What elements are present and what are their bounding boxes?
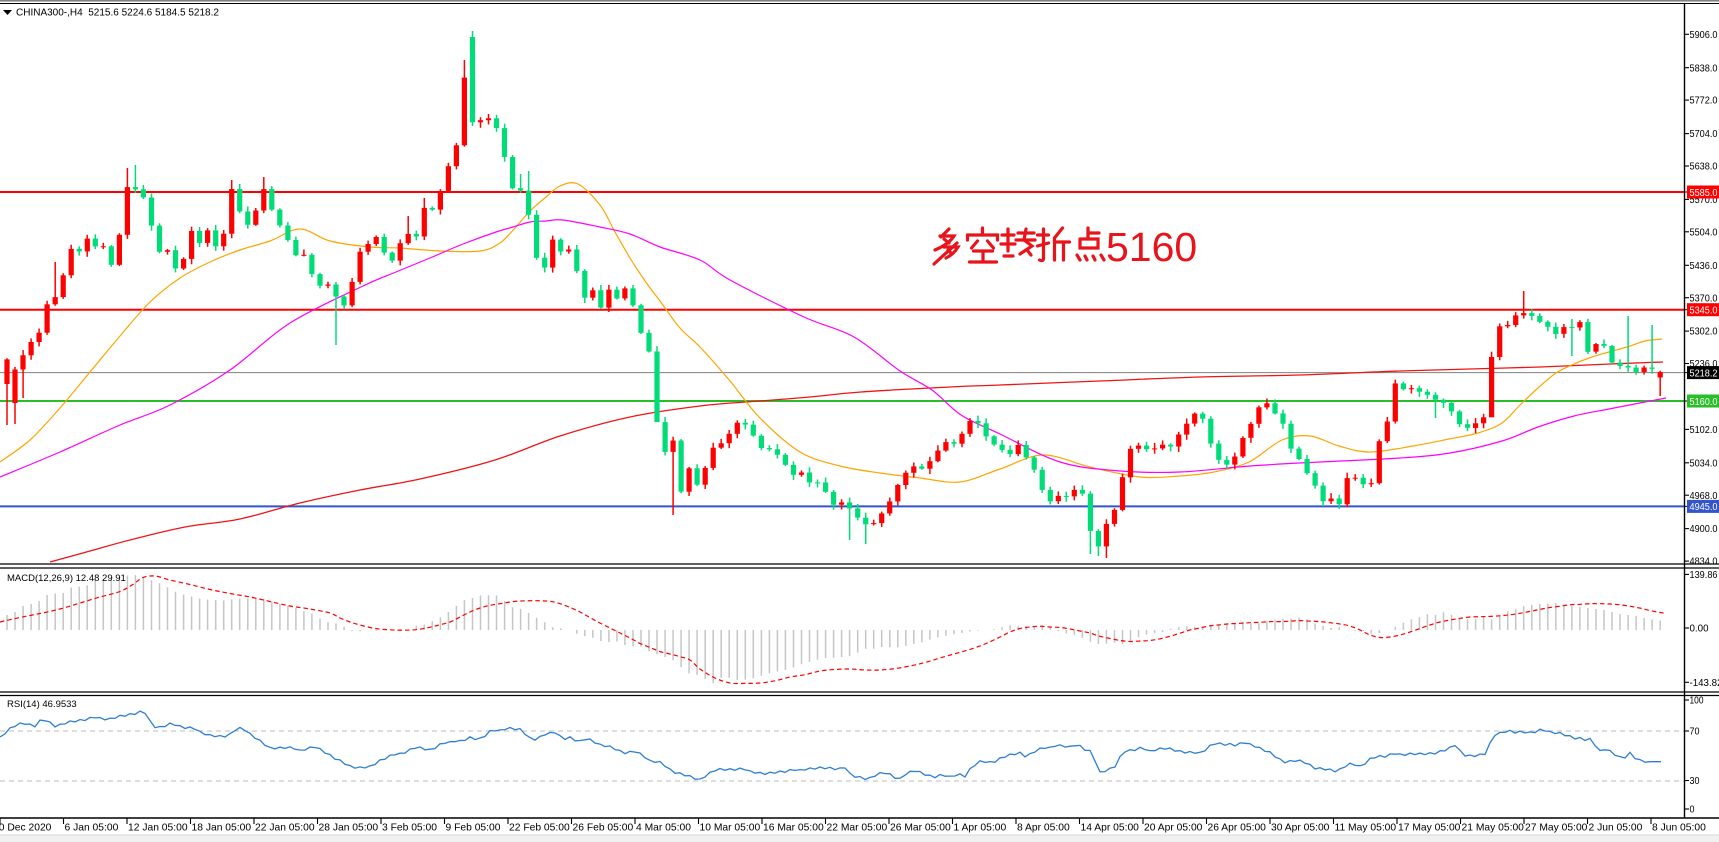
svg-text:100: 100 [1690, 696, 1704, 707]
svg-text:5585.0: 5585.0 [1690, 188, 1718, 199]
svg-text:9 Feb 05:00: 9 Feb 05:00 [446, 823, 501, 834]
svg-text:4945.0: 4945.0 [1690, 502, 1718, 513]
svg-text:22 Jan 05:00: 22 Jan 05:00 [255, 823, 315, 834]
svg-text:28 Jan 05:00: 28 Jan 05:00 [319, 823, 379, 834]
svg-text:RSI(14) 46.9533: RSI(14) 46.9533 [7, 699, 77, 710]
svg-text:4968.0: 4968.0 [1690, 491, 1718, 502]
svg-text:5160.0: 5160.0 [1690, 397, 1718, 408]
svg-text:1 Apr 05:00: 1 Apr 05:00 [954, 823, 1007, 834]
svg-text:22 Mar 05:00: 22 Mar 05:00 [827, 823, 888, 834]
svg-text:27 May 05:00: 27 May 05:00 [1525, 823, 1588, 834]
svg-text:4900.0: 4900.0 [1690, 524, 1718, 535]
svg-text:5302.0: 5302.0 [1690, 327, 1718, 338]
svg-text:11 May 05:00: 11 May 05:00 [1335, 823, 1397, 834]
svg-text:5638.0: 5638.0 [1690, 162, 1718, 173]
svg-text:4834.0: 4834.0 [1690, 557, 1718, 568]
svg-text:30: 30 [1690, 776, 1700, 787]
svg-text:2 Jun 05:00: 2 Jun 05:00 [1589, 823, 1643, 834]
svg-text:26 Apr 05:00: 26 Apr 05:00 [1208, 823, 1267, 834]
svg-text:4 Mar 05:00: 4 Mar 05:00 [636, 823, 691, 834]
svg-text:5504.0: 5504.0 [1690, 227, 1718, 238]
svg-text:17 May 05:00: 17 May 05:00 [1398, 823, 1461, 834]
svg-text:8 Apr 05:00: 8 Apr 05:00 [1017, 823, 1070, 834]
svg-text:30 Apr 05:00: 30 Apr 05:00 [1271, 823, 1330, 834]
svg-text:5218.2: 5218.2 [1690, 368, 1718, 379]
svg-text:MACD(12,26,9) 12.48 29.91: MACD(12,26,9) 12.48 29.91 [7, 573, 126, 584]
svg-text:5345.0: 5345.0 [1690, 306, 1718, 317]
svg-text:6 Jan 05:00: 6 Jan 05:00 [65, 823, 119, 834]
svg-text:21 May 05:00: 21 May 05:00 [1462, 823, 1525, 834]
svg-text:-143.82: -143.82 [1690, 678, 1719, 689]
svg-text:CHINA300-,H4 5215.6 5224.6 51: CHINA300-,H4 5215.6 5224.6 5184.5 5218.2 [16, 8, 219, 19]
svg-text:5236.0: 5236.0 [1690, 359, 1718, 370]
svg-text:18 Jan 05:00: 18 Jan 05:00 [192, 823, 252, 834]
svg-text:3 Feb 05:00: 3 Feb 05:00 [382, 823, 437, 834]
svg-text:22 Feb 05:00: 22 Feb 05:00 [509, 823, 570, 834]
svg-text:5906.0: 5906.0 [1690, 30, 1718, 41]
svg-text:10 Mar 05:00: 10 Mar 05:00 [700, 823, 761, 834]
svg-text:0.00: 0.00 [1690, 624, 1709, 635]
svg-text:70: 70 [1690, 727, 1700, 738]
svg-text:5160: 5160 [1106, 224, 1197, 270]
svg-text:16 Mar 05:00: 16 Mar 05:00 [763, 823, 824, 834]
svg-text:5370.0: 5370.0 [1690, 293, 1718, 304]
svg-text:5838.0: 5838.0 [1690, 63, 1718, 74]
svg-text:30 Dec 2020: 30 Dec 2020 [0, 823, 52, 834]
svg-text:20 Apr 05:00: 20 Apr 05:00 [1144, 823, 1203, 834]
svg-text:14 Apr 05:00: 14 Apr 05:00 [1081, 823, 1140, 834]
svg-text:5570.0: 5570.0 [1690, 195, 1718, 206]
svg-text:5102.0: 5102.0 [1690, 425, 1718, 436]
svg-text:5772.0: 5772.0 [1690, 96, 1718, 107]
svg-text:5034.0: 5034.0 [1690, 458, 1718, 469]
svg-text:26 Feb 05:00: 26 Feb 05:00 [573, 823, 634, 834]
svg-text:5436.0: 5436.0 [1690, 261, 1718, 272]
svg-text:139.86: 139.86 [1690, 570, 1718, 581]
svg-text:5704.0: 5704.0 [1690, 129, 1718, 140]
svg-text:26 Mar 05:00: 26 Mar 05:00 [890, 823, 951, 834]
svg-text:12 Jan 05:00: 12 Jan 05:00 [128, 823, 188, 834]
svg-text:0: 0 [1690, 805, 1695, 816]
svg-text:8 Jun 05:00: 8 Jun 05:00 [1652, 823, 1706, 834]
